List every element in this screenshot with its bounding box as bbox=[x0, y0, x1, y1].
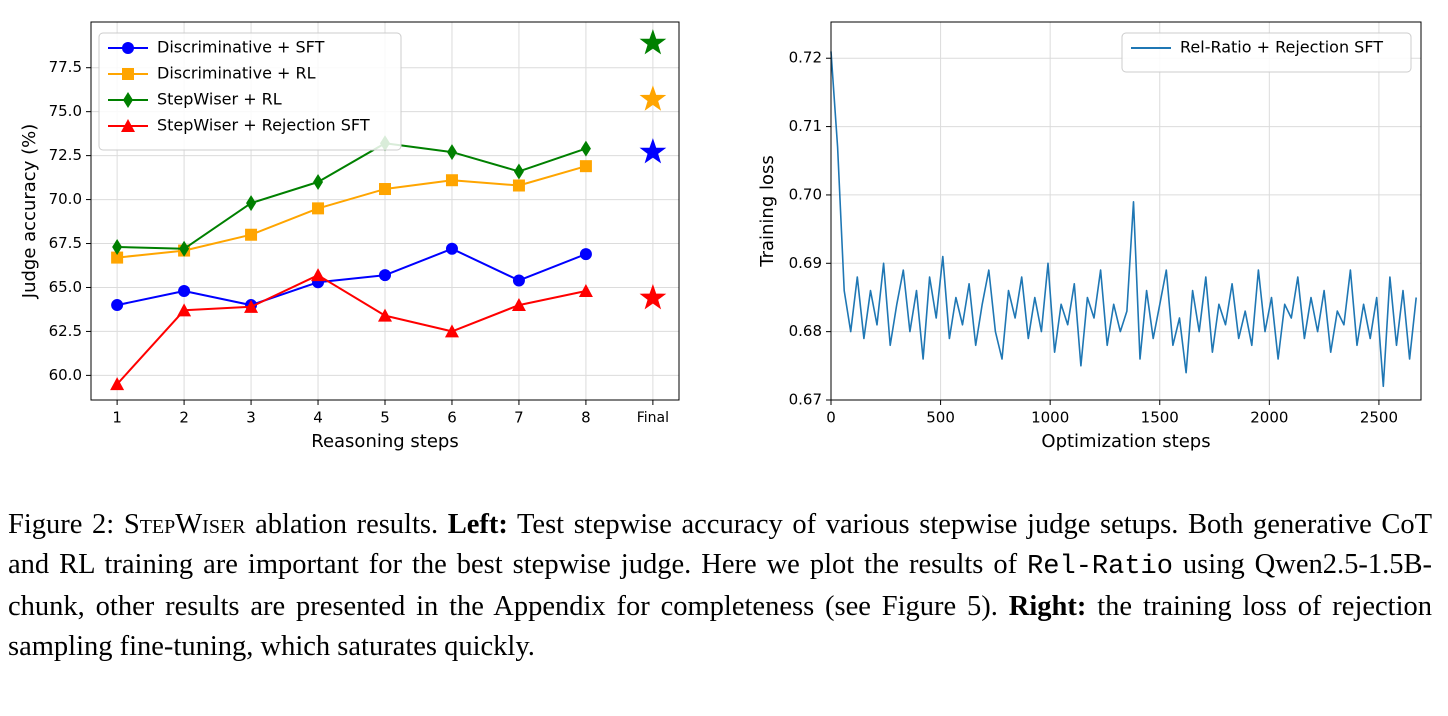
y-tick-label: 60.0 bbox=[49, 366, 82, 384]
x-tick-label: 500 bbox=[926, 409, 955, 427]
axes-frame bbox=[90, 21, 680, 401]
y-tick-label: 0.70 bbox=[789, 185, 822, 203]
y-axis-title: Training loss bbox=[757, 155, 778, 268]
legend-box bbox=[98, 32, 402, 151]
caption-text: the training loss of rejection sampling … bbox=[8, 591, 1432, 662]
marker bbox=[639, 85, 667, 111]
marker bbox=[579, 160, 592, 173]
marker bbox=[578, 283, 593, 297]
axes-frame bbox=[830, 21, 1422, 401]
caption-text: ablation results. bbox=[245, 509, 448, 540]
marker bbox=[179, 240, 190, 257]
marker bbox=[246, 195, 257, 212]
marker bbox=[445, 242, 458, 255]
marker bbox=[122, 68, 134, 80]
method-name: StepWiser bbox=[123, 509, 246, 540]
marker bbox=[379, 269, 391, 282]
marker bbox=[513, 163, 524, 180]
legend-label: Discriminative + SFT bbox=[157, 38, 325, 57]
x-tick-label: 5 bbox=[380, 409, 390, 427]
caption-text: using Qwen2.5-1.5B-chunk, other results … bbox=[8, 548, 1432, 623]
marker bbox=[122, 42, 134, 54]
marker bbox=[511, 298, 526, 312]
y-tick-label: 67.5 bbox=[49, 234, 82, 252]
x-axis-title: Reasoning steps bbox=[311, 431, 458, 452]
x-tick-label: 2 bbox=[179, 409, 189, 427]
series-line bbox=[117, 142, 587, 250]
marker bbox=[123, 92, 133, 108]
marker bbox=[512, 179, 525, 192]
marker bbox=[579, 248, 592, 261]
y-tick-label: 72.5 bbox=[49, 146, 82, 164]
marker bbox=[444, 324, 459, 338]
marker bbox=[111, 251, 124, 264]
marker bbox=[445, 174, 458, 187]
caption-text: Test stepwise accuracy of various stepwi… bbox=[8, 509, 1433, 580]
legend-label: StepWiser + RL bbox=[157, 90, 282, 109]
legend-box bbox=[1121, 32, 1412, 73]
legend-label: Rel-Ratio + Rejection SFT bbox=[1180, 38, 1383, 57]
x-tick-label: 2000 bbox=[1250, 409, 1288, 427]
marker bbox=[639, 138, 667, 164]
marker bbox=[177, 303, 192, 317]
marker bbox=[580, 140, 591, 157]
fig-label: Figure 2: bbox=[8, 509, 115, 540]
x-tick-label: 0 bbox=[826, 409, 836, 427]
y-tick-label: 0.68 bbox=[789, 322, 822, 340]
marker bbox=[312, 202, 325, 215]
y-tick-label: 70.0 bbox=[49, 190, 82, 208]
right-label: Right: bbox=[1008, 591, 1087, 622]
left-label: Left: bbox=[447, 509, 508, 540]
y-tick-label: 0.72 bbox=[789, 49, 822, 67]
x-tick-label: 7 bbox=[514, 409, 524, 427]
y-tick-label: 0.67 bbox=[789, 391, 822, 409]
marker bbox=[379, 183, 391, 196]
y-tick-label: 65.0 bbox=[49, 278, 82, 296]
marker bbox=[311, 268, 326, 282]
marker bbox=[244, 299, 259, 313]
caption: Figure 2: StepWiser ablation results. Le… bbox=[8, 505, 1432, 666]
x-tick-label: 8 bbox=[581, 409, 591, 427]
marker bbox=[111, 299, 124, 312]
figure: 60.0 62.5 65.0 67.5 70.0 72.5 75.0 77.5 1 2 3 4 5 6 7 8… bbox=[19, 21, 1422, 452]
code-text: Rel-Ratio bbox=[1027, 551, 1173, 582]
marker bbox=[178, 284, 191, 297]
marker bbox=[446, 144, 457, 161]
y-tick-label: 75.0 bbox=[49, 102, 82, 120]
series-line bbox=[116, 165, 587, 259]
y-tick-label: 0.71 bbox=[789, 117, 822, 135]
x-tick-label: 6 bbox=[447, 409, 457, 427]
marker bbox=[112, 239, 123, 256]
x-tick-label: 1500 bbox=[1141, 409, 1179, 427]
marker bbox=[313, 173, 324, 190]
y-axis-title: Judge accuracy (%) bbox=[19, 124, 40, 299]
x-axis-title: Optimization steps bbox=[1041, 431, 1210, 452]
legend-label: Discriminative + RL bbox=[157, 64, 316, 83]
y-tick-label: 0.69 bbox=[789, 254, 822, 272]
series-line bbox=[116, 274, 587, 385]
marker bbox=[121, 119, 135, 132]
marker bbox=[110, 377, 125, 391]
x-tick-label: 1 bbox=[112, 409, 122, 427]
y-tick-label: 77.5 bbox=[49, 58, 82, 76]
x-tick-label: 3 bbox=[246, 409, 256, 427]
x-tick-label: 1000 bbox=[1031, 409, 1069, 427]
series-line bbox=[116, 247, 587, 307]
marker bbox=[245, 228, 258, 241]
x-tick-label: 4 bbox=[313, 409, 323, 427]
marker bbox=[639, 29, 667, 55]
legend-label: StepWiser + Rejection SFT bbox=[157, 116, 370, 135]
marker bbox=[639, 283, 667, 310]
marker bbox=[378, 308, 392, 322]
series-line bbox=[830, 51, 1417, 388]
x-tick-label: 2500 bbox=[1360, 409, 1398, 427]
y-tick-label: 62.5 bbox=[49, 322, 82, 340]
marker bbox=[512, 274, 525, 287]
x-tick-label: Final bbox=[637, 410, 669, 426]
